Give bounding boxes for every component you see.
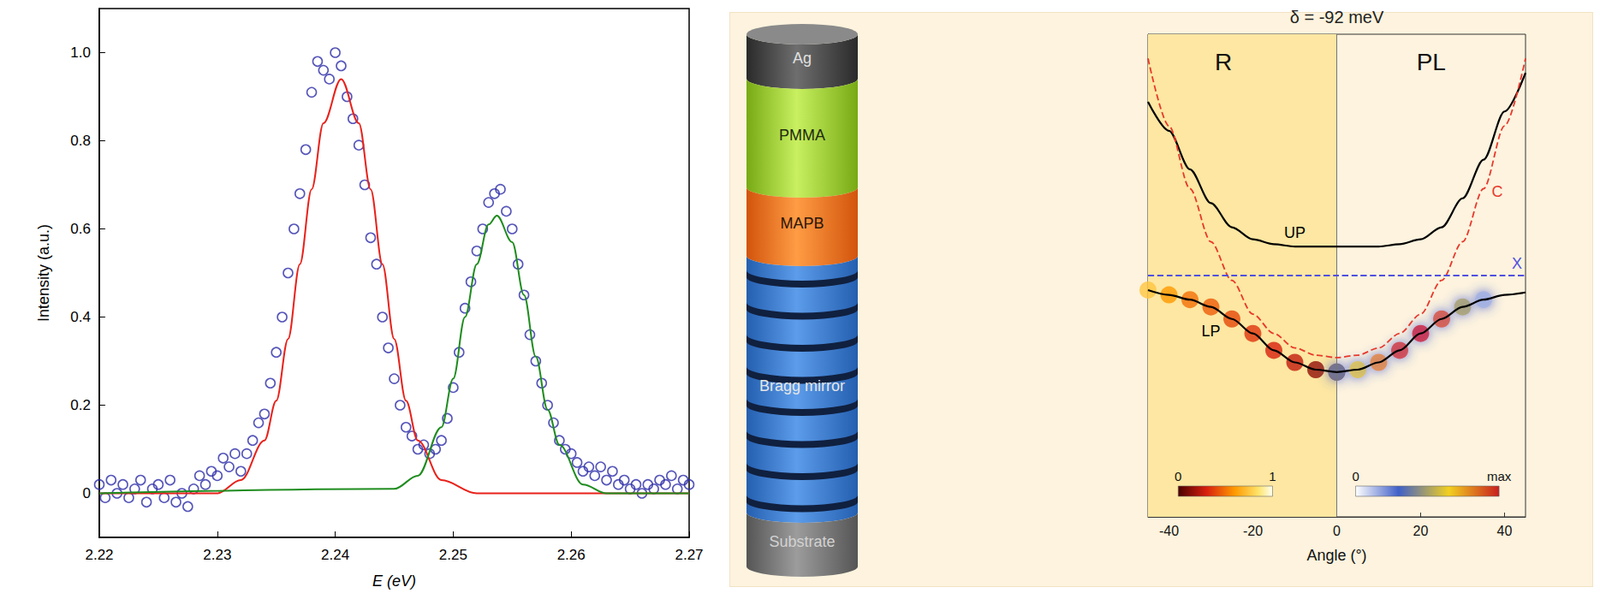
svg-text:E (eV): E (eV): [372, 572, 417, 590]
svg-text:Intensity (a.u.): Intensity (a.u.): [35, 224, 53, 322]
svg-text:0: 0: [1174, 469, 1182, 484]
svg-text:UP: UP: [1284, 224, 1306, 242]
svg-text:2.27: 2.27: [674, 547, 703, 564]
svg-text:max: max: [1486, 469, 1512, 484]
svg-text:X: X: [1511, 255, 1523, 273]
svg-text:2.24: 2.24: [321, 547, 350, 564]
svg-text:MAPB: MAPB: [779, 214, 824, 232]
svg-text:0.6: 0.6: [70, 220, 91, 238]
svg-text:40: 40: [1497, 523, 1513, 539]
svg-text:Angle (°): Angle (°): [1306, 547, 1367, 565]
svg-text:1: 1: [1268, 469, 1276, 484]
svg-text:Ag: Ag: [792, 49, 812, 67]
svg-text:Bragg mirror: Bragg mirror: [759, 377, 845, 395]
svg-text:2.22: 2.22: [84, 547, 114, 564]
svg-text:0.4: 0.4: [70, 309, 91, 326]
svg-text:PL: PL: [1416, 48, 1446, 76]
svg-text:LP: LP: [1201, 322, 1220, 340]
svg-text:0.2: 0.2: [70, 397, 91, 414]
svg-text:0: 0: [1332, 523, 1341, 539]
svg-text:-20: -20: [1243, 523, 1263, 539]
svg-text:20: 20: [1413, 523, 1429, 539]
svg-text:C: C: [1492, 183, 1504, 201]
svg-text:0: 0: [1351, 469, 1359, 484]
svg-text:0.8: 0.8: [70, 132, 91, 149]
svg-text:2.26: 2.26: [557, 547, 586, 564]
svg-text:0: 0: [83, 485, 91, 502]
svg-text:2.23: 2.23: [202, 547, 232, 564]
svg-text:Substrate: Substrate: [768, 533, 835, 551]
svg-text:R: R: [1214, 48, 1232, 76]
svg-text:2.25: 2.25: [439, 547, 468, 564]
svg-text:δ = -92 meV: δ = -92 meV: [1290, 7, 1385, 27]
svg-text:PMMA: PMMA: [779, 126, 826, 144]
svg-text:1.0: 1.0: [70, 44, 91, 61]
svg-text:-40: -40: [1159, 523, 1179, 539]
